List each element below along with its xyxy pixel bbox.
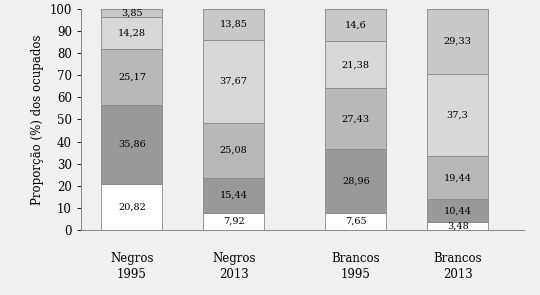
Bar — [427, 156, 488, 199]
Text: 10,44: 10,44 — [444, 206, 471, 215]
Text: Brancos: Brancos — [433, 252, 482, 265]
Text: 2013: 2013 — [443, 268, 472, 281]
Bar — [102, 49, 163, 105]
Bar — [325, 213, 387, 230]
Bar — [102, 184, 163, 230]
Text: 7,92: 7,92 — [223, 217, 245, 226]
Text: 1995: 1995 — [341, 268, 371, 281]
Bar — [102, 9, 163, 17]
Text: 20,82: 20,82 — [118, 203, 146, 212]
Text: 2013: 2013 — [219, 268, 248, 281]
Text: Brancos: Brancos — [332, 252, 380, 265]
Text: 13,85: 13,85 — [220, 20, 248, 29]
Bar — [325, 9, 387, 41]
Text: 19,44: 19,44 — [444, 173, 471, 182]
Text: 14,28: 14,28 — [118, 29, 146, 38]
Bar — [203, 40, 264, 123]
Bar — [325, 41, 387, 88]
Bar — [427, 199, 488, 222]
Bar — [427, 74, 488, 156]
Text: 1995: 1995 — [117, 268, 147, 281]
Bar — [102, 17, 163, 49]
Bar — [325, 149, 387, 213]
Bar — [102, 105, 163, 184]
Bar — [203, 9, 264, 40]
Text: 7,65: 7,65 — [345, 217, 367, 226]
Text: 3,48: 3,48 — [447, 222, 469, 231]
Text: 28,96: 28,96 — [342, 177, 370, 186]
Bar — [203, 123, 264, 178]
Bar — [427, 9, 488, 74]
Text: 25,17: 25,17 — [118, 72, 146, 81]
Text: 37,67: 37,67 — [220, 77, 248, 86]
Text: 25,08: 25,08 — [220, 146, 247, 155]
Text: 27,43: 27,43 — [342, 114, 370, 123]
Text: Negros: Negros — [212, 252, 255, 265]
Text: 3,85: 3,85 — [121, 9, 143, 18]
Text: 29,33: 29,33 — [444, 37, 471, 46]
Text: 37,3: 37,3 — [447, 111, 469, 119]
Bar — [203, 213, 264, 230]
Text: Negros: Negros — [110, 252, 154, 265]
Bar — [203, 178, 264, 213]
Bar — [325, 88, 387, 149]
Text: 14,6: 14,6 — [345, 20, 367, 30]
Y-axis label: Proporção (%) dos ocupados: Proporção (%) dos ocupados — [31, 34, 44, 205]
Bar — [427, 222, 488, 230]
Text: 35,86: 35,86 — [118, 140, 146, 149]
Text: 21,38: 21,38 — [342, 60, 370, 69]
Text: 15,44: 15,44 — [220, 191, 248, 200]
